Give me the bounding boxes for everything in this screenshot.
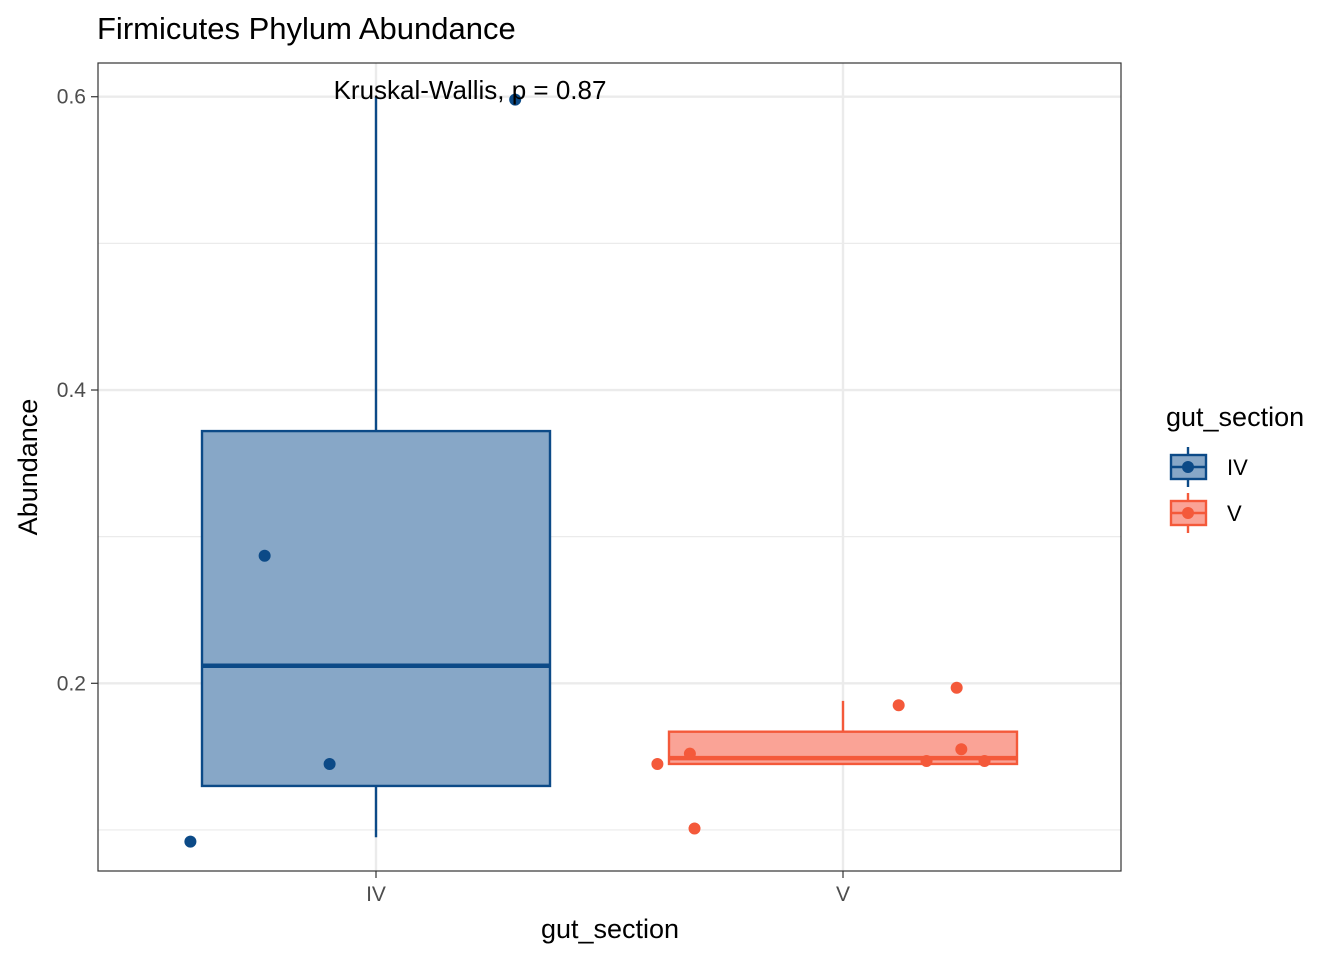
data-point — [950, 681, 963, 694]
data-point — [920, 755, 933, 768]
legend-point — [1182, 507, 1194, 519]
y-tick-label: 0.6 — [57, 86, 86, 109]
data-point — [955, 743, 968, 756]
y-axis-title: Abundance — [13, 399, 43, 536]
legend-key-V — [1169, 493, 1208, 533]
data-point — [683, 747, 696, 760]
chart-title: Firmicutes Phylum Abundance — [97, 11, 516, 46]
data-point — [978, 755, 991, 768]
y-tick-label: 0.2 — [57, 672, 86, 695]
x-tick-label: V — [836, 883, 850, 906]
data-point — [323, 757, 336, 770]
stat-annotation: Kruskal-Wallis, p = 0.87 — [334, 75, 607, 105]
legend-label-IV: IV — [1227, 455, 1248, 480]
data-point — [892, 699, 905, 712]
legend: gut_section IV V — [1166, 402, 1304, 533]
legend-label-V: V — [1227, 501, 1242, 526]
box-IV — [200, 96, 552, 838]
data-point — [688, 822, 701, 835]
x-axis-title: gut_section — [541, 914, 679, 944]
y-tick-label: 0.4 — [57, 379, 87, 402]
data-point — [651, 757, 664, 770]
legend-title: gut_section — [1166, 402, 1304, 432]
data-point — [509, 93, 522, 106]
box-iqr — [200, 429, 552, 788]
panel-border — [97, 62, 1122, 872]
x-tick-label: IV — [366, 883, 386, 906]
legend-point — [1182, 461, 1194, 473]
legend-key-IV — [1169, 447, 1208, 487]
data-point — [258, 549, 271, 562]
plot-panel: Kruskal-Wallis, p = 0.87 — [97, 62, 1122, 872]
data-point — [184, 835, 197, 848]
